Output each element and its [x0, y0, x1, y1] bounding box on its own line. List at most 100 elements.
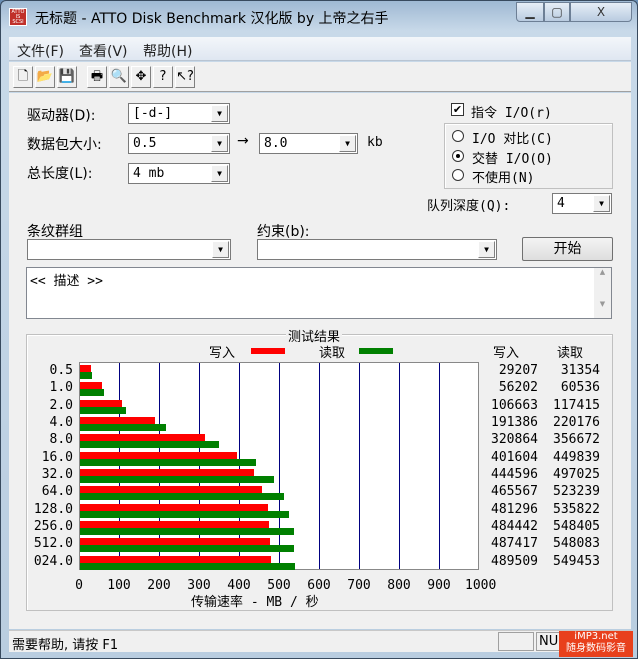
write-value: 484442 — [491, 519, 538, 534]
description-text: << 描述 >> — [30, 274, 103, 289]
write-value: 401604 — [491, 449, 538, 465]
y-category-label: 128.0 — [33, 501, 73, 517]
write-value: 481296 — [491, 501, 538, 517]
y-category-label: 32.0 — [41, 467, 73, 482]
write-value: 106663 — [491, 397, 538, 413]
io-mode-group — [444, 123, 613, 189]
y-category-label: 64.0 — [41, 484, 73, 500]
y-category-label: 1.0 — [49, 380, 73, 396]
chevron-down-icon: ▼ — [478, 241, 495, 258]
radio-dot — [456, 154, 460, 158]
total-length-select[interactable]: 4 mb ▼ — [128, 163, 230, 184]
chevron-down-icon: ▼ — [211, 165, 228, 182]
y-category-label: 0.5 — [49, 363, 73, 378]
queue-depth-value: 4 — [557, 196, 565, 211]
x-tick-label: 600 — [307, 578, 331, 593]
menu-help[interactable]: 帮助(H) — [143, 44, 193, 60]
print-button[interactable]: 🖶 — [87, 66, 107, 88]
results-title: 测试结果 — [286, 326, 343, 345]
io-option-label: 不使用(N) — [472, 171, 535, 186]
chevron-down-icon: ▼ — [339, 135, 356, 152]
open-button[interactable]: 📂 — [35, 66, 55, 88]
maximize-button[interactable]: ▢ — [544, 2, 570, 22]
new-icon: 🗋 — [17, 69, 29, 84]
overlapped-io-label: 指令 I/O(r) — [471, 106, 552, 121]
new-button[interactable]: 🗋 — [13, 66, 33, 88]
radio-io-option-1[interactable] — [452, 150, 464, 162]
watermark-line1: iMP3.net — [574, 631, 618, 642]
gridline — [159, 363, 160, 569]
transfer-to-select[interactable]: 8.0 ▼ — [259, 133, 358, 154]
read-bar — [80, 458, 256, 466]
watermark-logo: iMP3.net 随身数码影音 — [559, 631, 633, 657]
gridline — [119, 363, 120, 569]
help-icon: ? — [159, 69, 167, 84]
menu-view[interactable]: 查看(V) — [79, 44, 128, 60]
close-button[interactable]: X — [570, 2, 632, 22]
help-button[interactable]: ? — [153, 66, 173, 88]
x-tick-label: 700 — [347, 578, 371, 593]
read-bar — [80, 406, 126, 414]
column-header-write: 写入 — [493, 346, 520, 361]
overlapped-io-checkbox[interactable]: ✔ — [451, 103, 464, 116]
write-bar — [80, 451, 237, 459]
x-tick-label: 200 — [147, 578, 171, 593]
move-button[interactable]: ✥ — [131, 66, 151, 88]
radio-io-option-0[interactable] — [452, 130, 464, 142]
constraint-select[interactable]: ▼ — [257, 239, 497, 260]
context-help-button[interactable]: ↖? — [175, 66, 195, 88]
read-value: 497025 — [553, 467, 600, 482]
stripe-group-label: 条纹群组 — [27, 224, 83, 240]
io-option-label: 交替 I/O(O) — [472, 152, 553, 167]
read-value: 548083 — [553, 536, 600, 552]
read-value: 220176 — [553, 415, 600, 430]
queue-depth-label: 队列深度(Q): — [427, 199, 511, 214]
radio-io-option-2[interactable] — [452, 169, 464, 181]
chevron-down-icon: ▼ — [211, 105, 228, 122]
gridline — [359, 363, 360, 569]
toolbar: 🗋 📂 💾 🖶 🔍 ✥? ↖? — [9, 62, 631, 92]
write-bar — [80, 365, 92, 372]
x-tick-label: 900 — [427, 578, 451, 593]
drive-value: [-d-] — [133, 106, 173, 121]
write-value: 489509 — [491, 553, 538, 569]
read-value: 549453 — [553, 553, 600, 569]
x-tick-label: 100 — [107, 578, 131, 593]
menu-file[interactable]: 文件(F) — [17, 44, 64, 60]
write-bar — [80, 469, 254, 476]
drive-select[interactable]: [-d-] ▼ — [128, 103, 230, 124]
description-textarea[interactable]: << 描述 >> ▲ ▼ — [26, 267, 612, 319]
y-category-label: 256.0 — [33, 519, 73, 534]
minimize-button[interactable]: ▁ — [516, 2, 544, 22]
gridline — [319, 363, 320, 569]
x-tick-label: 300 — [187, 578, 211, 593]
read-bar — [80, 424, 166, 431]
print-icon: 🖶 — [90, 69, 104, 84]
save-icon: 💾 — [58, 69, 76, 84]
transfer-to-value: 8.0 — [264, 136, 288, 151]
print-preview-button[interactable]: 🔍 — [109, 66, 129, 88]
write-bar — [80, 503, 268, 511]
write-bar — [80, 521, 270, 528]
stripe-group-select[interactable]: ▼ — [27, 239, 231, 260]
chevron-down-icon: ▼ — [593, 195, 610, 212]
open-icon: 📂 — [36, 69, 54, 84]
start-button[interactable]: 开始 — [522, 237, 613, 261]
queue-depth-select[interactable]: 4 ▼ — [552, 193, 612, 214]
write-value: 56202 — [498, 380, 538, 396]
x-tick-label: 400 — [227, 578, 251, 593]
gridline — [239, 363, 240, 569]
drive-label: 驱动器(D): — [27, 108, 96, 124]
read-bar — [80, 562, 295, 570]
write-value: 444596 — [491, 467, 538, 482]
read-value: 60536 — [560, 380, 600, 396]
transfer-from-select[interactable]: 0.5 ▼ — [128, 133, 230, 154]
write-value: 487417 — [491, 536, 538, 552]
x-tick-label: 500 — [267, 578, 291, 593]
read-value: 548405 — [553, 519, 600, 534]
description-scrollbar[interactable]: ▲ ▼ — [594, 268, 611, 318]
read-value: 523239 — [553, 484, 600, 500]
save-button[interactable]: 💾 — [57, 66, 77, 88]
y-category-label: 4.0 — [49, 415, 73, 430]
